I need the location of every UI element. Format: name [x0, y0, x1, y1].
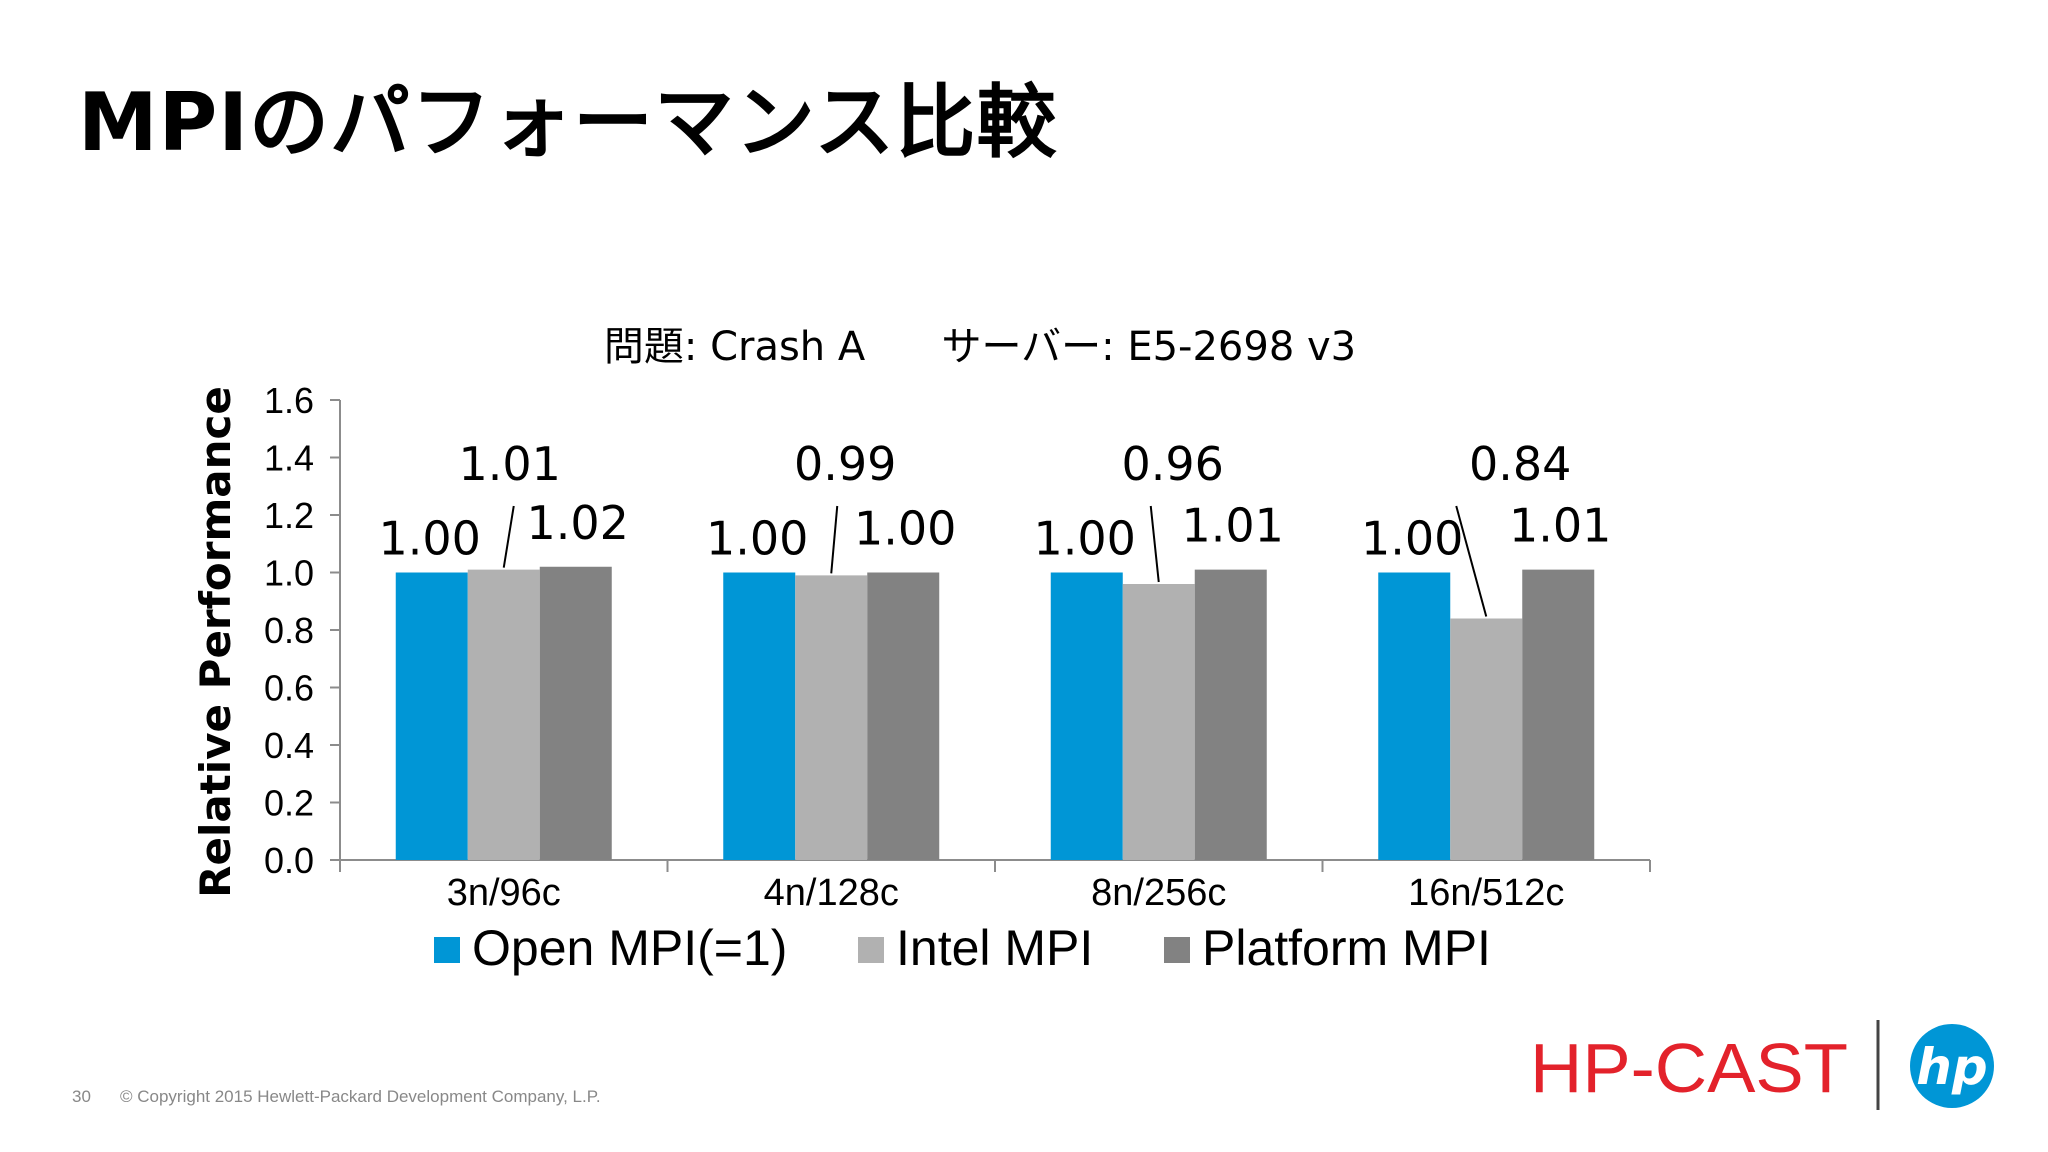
x-tick-label: 4n/128c	[764, 872, 899, 914]
hp-cast-logo: HP-CAST	[1530, 1029, 1848, 1107]
legend-label: Intel MPI	[896, 920, 1093, 976]
bar-intel-mpi	[795, 575, 868, 860]
x-tick-label: 16n/512c	[1408, 872, 1564, 914]
y-tick-label: 1.2	[264, 495, 314, 536]
data-label: 0.84	[1469, 437, 1571, 491]
bar-open-mpi	[723, 572, 796, 860]
chart-title: 問題: Crash A サーバー: E5-2698 v3	[604, 324, 1356, 370]
y-tick-label: 1.0	[264, 553, 314, 594]
x-tick-label: 3n/96c	[447, 872, 561, 914]
data-label: 1.00	[854, 502, 956, 556]
data-label: 1.00	[1034, 512, 1136, 566]
data-label: 1.00	[1361, 512, 1463, 566]
y-axis-label: Relative Performance	[191, 386, 240, 898]
bar-platform-mpi	[539, 566, 612, 860]
data-label-leader	[830, 505, 839, 574]
legend-swatch	[434, 937, 460, 963]
y-tick-label: 0.0	[264, 840, 314, 881]
legend-swatch	[1164, 937, 1190, 963]
bar-open-mpi	[1050, 572, 1123, 860]
data-label: 1.01	[459, 437, 561, 491]
page-number: 30	[72, 1087, 91, 1106]
y-tick-label: 0.4	[264, 725, 314, 766]
data-label-leader	[1149, 505, 1160, 583]
data-label: 1.01	[1182, 499, 1284, 553]
hp-logo-text: hp	[1916, 1038, 1987, 1096]
data-label: 1.00	[706, 512, 808, 566]
slide-title: MPIのパフォーマンス比較	[78, 76, 1058, 169]
bar-intel-mpi	[467, 569, 540, 860]
y-tick-label: 0.2	[264, 783, 314, 824]
data-label: 1.00	[379, 512, 481, 566]
bar-intel-mpi	[1450, 618, 1523, 860]
legend-label: Open MPI(=1)	[472, 920, 787, 976]
x-tick-label: 8n/256c	[1091, 872, 1226, 914]
bar-open-mpi	[1378, 572, 1451, 860]
data-label: 1.01	[1509, 499, 1611, 553]
y-tick-label: 1.4	[264, 438, 314, 479]
bar-platform-mpi	[1522, 569, 1595, 860]
legend-swatch	[858, 937, 884, 963]
legend-label: Platform MPI	[1202, 920, 1491, 976]
y-tick-label: 0.6	[264, 668, 314, 709]
bar-platform-mpi	[1194, 569, 1267, 860]
bar-intel-mpi	[1122, 584, 1195, 860]
data-label: 1.02	[527, 496, 629, 550]
hp-logo: hp	[1910, 1024, 1994, 1108]
y-tick-label: 1.6	[264, 380, 314, 421]
bar-open-mpi	[395, 572, 468, 860]
bar-platform-mpi	[867, 572, 940, 860]
data-label: 0.99	[794, 437, 896, 491]
data-label: 0.96	[1122, 437, 1224, 491]
logo-area: HP-CAST hp	[1530, 1010, 2010, 1124]
data-label-leader	[1455, 505, 1488, 617]
y-tick-label: 0.8	[264, 610, 314, 651]
copyright-text: © Copyright 2015 Hewlett-Packard Develop…	[120, 1087, 601, 1106]
data-label-leader	[502, 505, 515, 568]
